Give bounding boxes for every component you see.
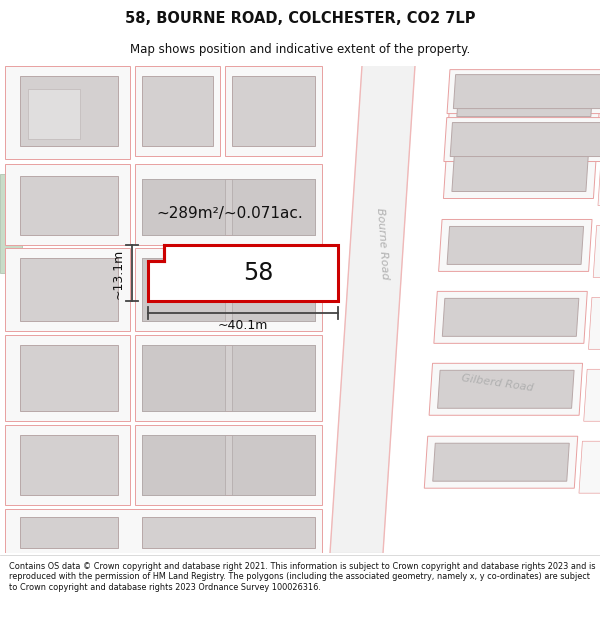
Polygon shape — [5, 509, 322, 553]
Polygon shape — [20, 76, 118, 146]
Polygon shape — [5, 66, 130, 159]
Text: ~289m²/~0.071ac.: ~289m²/~0.071ac. — [157, 206, 304, 221]
Polygon shape — [142, 435, 315, 495]
Polygon shape — [448, 72, 600, 124]
Polygon shape — [443, 146, 597, 199]
Polygon shape — [5, 336, 130, 421]
Polygon shape — [135, 248, 322, 331]
Polygon shape — [135, 425, 322, 505]
Text: 58: 58 — [243, 261, 273, 286]
Polygon shape — [20, 176, 118, 236]
Polygon shape — [330, 66, 415, 553]
Polygon shape — [439, 219, 592, 271]
Polygon shape — [20, 517, 118, 548]
Text: 58, BOURNE ROAD, COLCHESTER, CO2 7LP: 58, BOURNE ROAD, COLCHESTER, CO2 7LP — [125, 11, 475, 26]
Polygon shape — [135, 336, 322, 421]
Polygon shape — [0, 174, 22, 273]
Polygon shape — [450, 122, 600, 156]
Polygon shape — [5, 425, 130, 505]
Polygon shape — [452, 154, 589, 191]
Polygon shape — [142, 258, 315, 321]
Text: ~40.1m: ~40.1m — [218, 319, 268, 332]
Polygon shape — [434, 291, 587, 343]
Polygon shape — [135, 164, 322, 246]
Polygon shape — [142, 179, 315, 236]
Polygon shape — [142, 179, 225, 236]
Text: Map shows position and indicative extent of the property.: Map shows position and indicative extent… — [130, 42, 470, 56]
Polygon shape — [232, 346, 315, 411]
Polygon shape — [135, 66, 220, 156]
Polygon shape — [232, 258, 315, 321]
Polygon shape — [584, 369, 600, 421]
Polygon shape — [225, 66, 322, 156]
Polygon shape — [232, 435, 315, 495]
Polygon shape — [433, 443, 569, 481]
Polygon shape — [142, 76, 213, 146]
Text: Gilberd Road: Gilberd Road — [460, 373, 533, 393]
Polygon shape — [142, 435, 225, 495]
Polygon shape — [579, 441, 600, 493]
Text: Bourne Road: Bourne Road — [374, 208, 389, 279]
Polygon shape — [429, 363, 583, 415]
Polygon shape — [437, 370, 574, 408]
Polygon shape — [424, 436, 578, 488]
Polygon shape — [444, 118, 600, 161]
Polygon shape — [142, 346, 225, 411]
Text: Contains OS data © Crown copyright and database right 2021. This information is : Contains OS data © Crown copyright and d… — [9, 562, 595, 591]
Polygon shape — [148, 246, 338, 301]
Polygon shape — [447, 69, 600, 114]
Polygon shape — [232, 76, 315, 146]
Text: ~13.1m: ~13.1m — [112, 248, 125, 299]
Polygon shape — [5, 248, 130, 331]
Polygon shape — [457, 79, 593, 117]
Polygon shape — [598, 154, 600, 206]
Polygon shape — [593, 226, 600, 278]
Polygon shape — [447, 226, 584, 264]
Polygon shape — [142, 346, 315, 411]
Polygon shape — [20, 435, 118, 495]
Polygon shape — [20, 346, 118, 411]
Polygon shape — [28, 89, 80, 139]
Polygon shape — [589, 298, 600, 349]
Polygon shape — [142, 258, 225, 321]
Polygon shape — [20, 258, 118, 321]
Polygon shape — [5, 164, 130, 246]
Polygon shape — [232, 179, 315, 236]
Polygon shape — [442, 298, 579, 336]
Polygon shape — [454, 74, 600, 109]
Polygon shape — [142, 517, 315, 548]
